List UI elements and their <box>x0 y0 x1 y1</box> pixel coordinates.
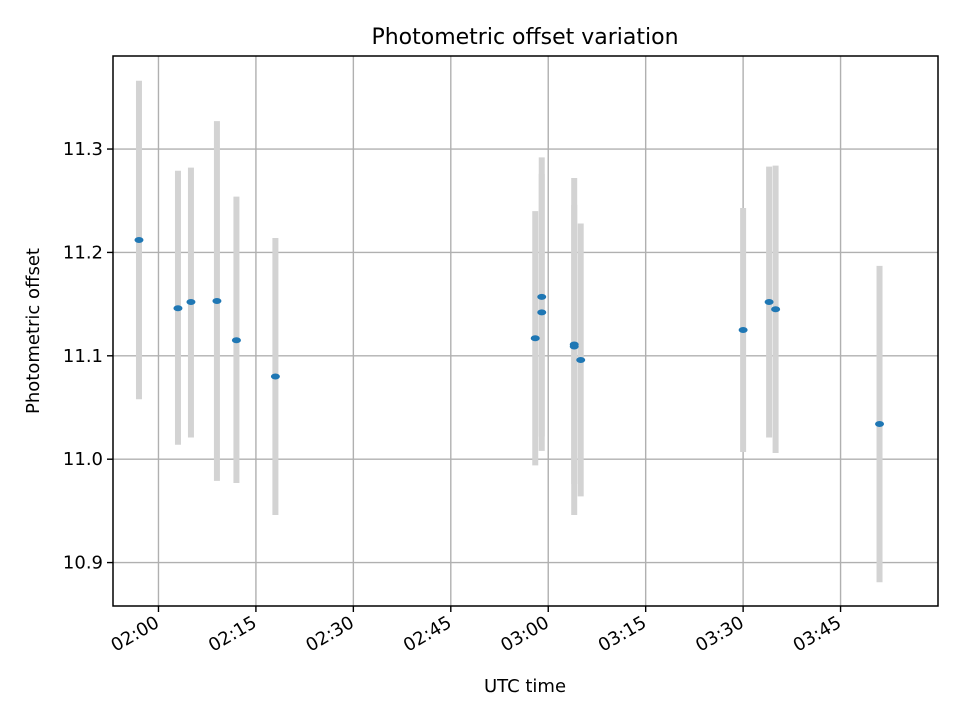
data-point <box>569 341 579 348</box>
x-tick-label: 02:15 <box>205 612 260 656</box>
grid <box>113 56 938 606</box>
data-point <box>738 326 748 333</box>
data-point <box>530 335 540 342</box>
x-tick-label: 03:15 <box>595 612 650 656</box>
x-tick-label: 02:00 <box>108 612 163 656</box>
data-point <box>576 356 586 363</box>
y-tick-label: 11.1 <box>63 346 103 367</box>
data-point <box>186 299 196 306</box>
y-tick-label: 11.2 <box>63 242 103 263</box>
data-point <box>764 299 774 306</box>
data-point <box>875 421 885 428</box>
y-axis-label: Photometric offset <box>23 248 44 414</box>
y-tick-label: 10.9 <box>63 553 103 574</box>
data-point <box>270 373 280 380</box>
data-point <box>134 237 144 244</box>
data-layer <box>134 80 885 583</box>
data-point <box>537 309 547 316</box>
x-tick-label: 03:00 <box>497 612 552 656</box>
data-point <box>537 293 547 300</box>
x-tick-label: 02:45 <box>400 612 455 656</box>
x-axis-label: UTC time <box>484 676 566 697</box>
data-point <box>173 305 183 312</box>
y-tick-label: 11.3 <box>63 139 103 160</box>
data-point <box>231 337 241 344</box>
y-tick-label: 11.0 <box>63 449 103 470</box>
chart-title: Photometric offset variation <box>371 25 678 50</box>
data-point <box>212 298 222 305</box>
x-tick-label: 03:30 <box>692 612 747 656</box>
plot-frame <box>112 55 939 607</box>
x-tick-label: 03:45 <box>790 612 845 656</box>
x-tick-label: 02:30 <box>302 612 357 656</box>
data-point <box>771 306 781 313</box>
